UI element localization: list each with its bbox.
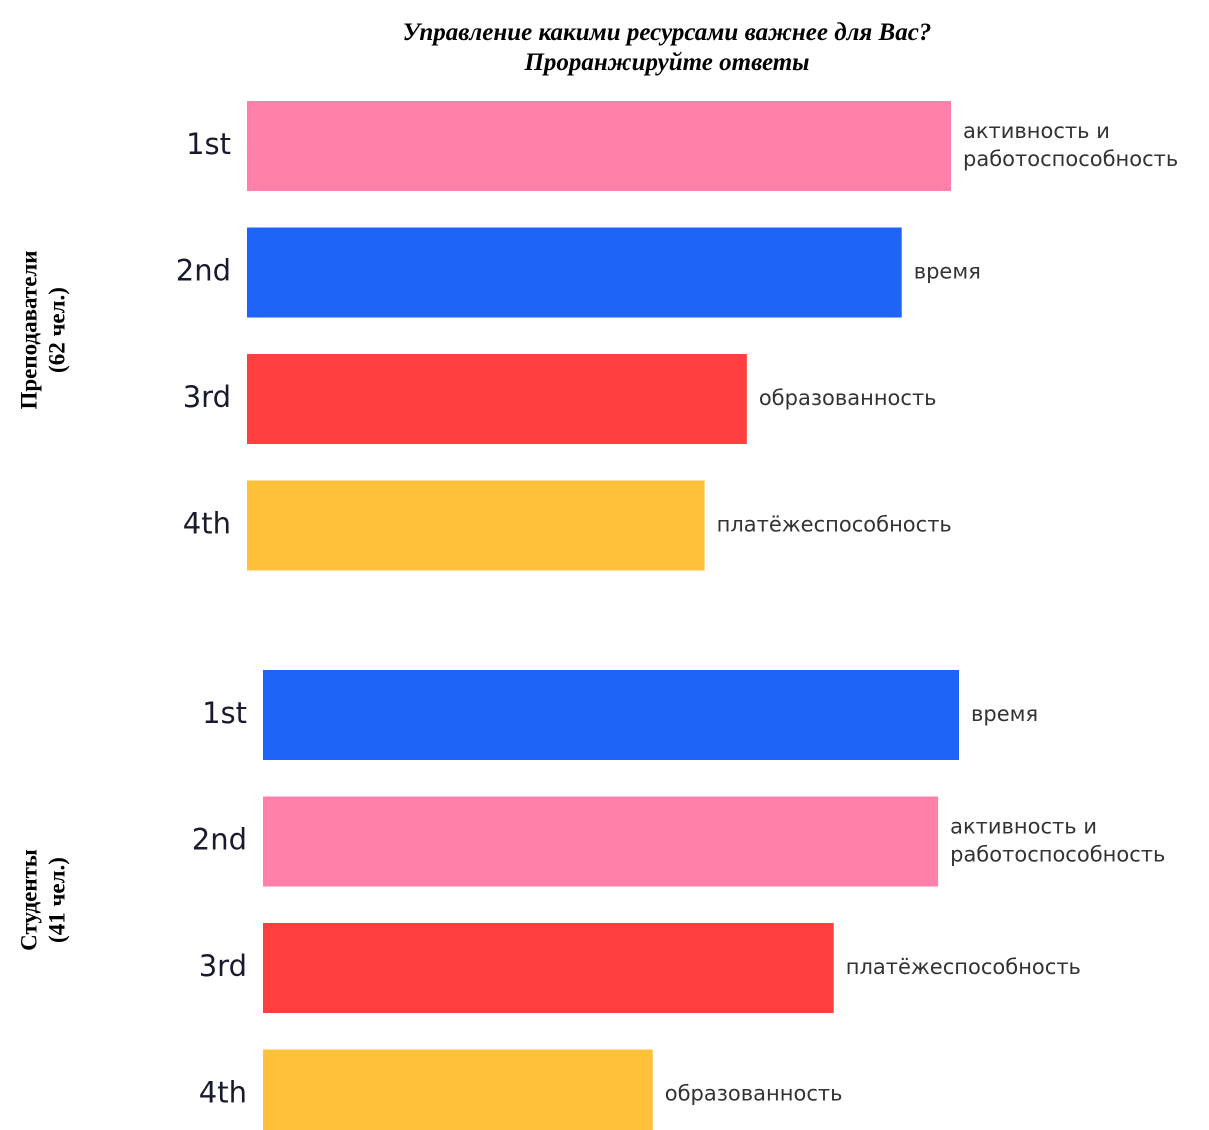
bar bbox=[247, 354, 747, 444]
rank-label: 2nd bbox=[192, 823, 247, 857]
bar-label: время bbox=[971, 702, 1038, 726]
bar bbox=[263, 796, 939, 887]
bar bbox=[247, 480, 705, 571]
rank-label: 3rd bbox=[183, 380, 231, 414]
bar-label: платёжеспособность bbox=[846, 955, 1081, 979]
chart-subtitle: Проранжируйте ответы bbox=[523, 49, 809, 76]
bar-label: образованность bbox=[665, 1082, 843, 1106]
rank-label: 4th bbox=[183, 507, 231, 541]
bar bbox=[247, 227, 902, 318]
bar bbox=[263, 923, 834, 1013]
bar bbox=[263, 1049, 653, 1130]
rank-label: 4th bbox=[199, 1076, 247, 1110]
bar-label: активность и bbox=[950, 815, 1097, 839]
bar-label: работоспособность bbox=[963, 147, 1178, 171]
rank-label: 1st bbox=[202, 696, 247, 730]
rank-label: 3rd bbox=[199, 949, 247, 983]
chart-title: Управление какими ресурсами важнее для В… bbox=[403, 19, 932, 46]
bar-label: образованность bbox=[759, 386, 937, 410]
group-label: Преподаватели bbox=[16, 250, 41, 409]
group-label: Студенты bbox=[16, 849, 41, 951]
rank-label: 1st bbox=[186, 127, 231, 161]
bar-label: платёжеспособность bbox=[717, 513, 952, 537]
group-label: (62 чел.) bbox=[44, 287, 69, 373]
bar-label: работоспособность bbox=[950, 843, 1165, 867]
bar-label: активность и bbox=[963, 119, 1110, 143]
rank-label: 2nd bbox=[176, 254, 231, 288]
group-label: (41 чел.) bbox=[44, 857, 69, 943]
bar bbox=[247, 101, 951, 191]
bar-label: время bbox=[914, 260, 981, 284]
bar bbox=[263, 670, 959, 760]
